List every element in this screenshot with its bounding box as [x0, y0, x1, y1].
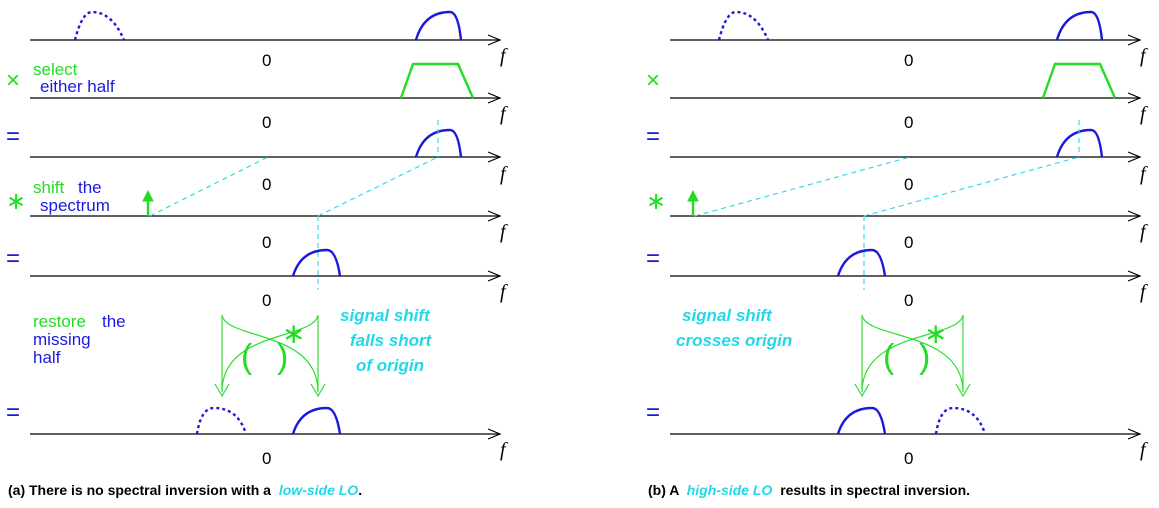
f-label: f: [1140, 45, 1148, 67]
label-the: the: [78, 178, 102, 197]
caption-a: (a) There is no spectral inversion with …: [8, 482, 362, 498]
restored-mirrored-half: [934, 406, 987, 435]
panel-b-axis-2: f 0: [670, 62, 1148, 132]
conjugate-star: ∗: [924, 318, 947, 349]
panel-a-axis-1: f 0: [30, 10, 508, 70]
multiply-operator: ×: [646, 67, 660, 94]
panel-a-axis-4: f 0: [30, 156, 508, 290]
label-shift: shift: [33, 178, 64, 197]
equals-operator: =: [646, 245, 660, 272]
positive-half-spectrum: [1055, 10, 1104, 41]
equals-operator: =: [646, 123, 660, 150]
negative-half-spectrum: [717, 10, 770, 41]
label-either-half: either half: [40, 77, 115, 96]
selected-half-spectrum: [1055, 128, 1104, 158]
note-line-1: signal shift: [682, 306, 773, 325]
paren-open: (: [883, 338, 895, 376]
f-label: f: [500, 439, 508, 461]
f-label: f: [1140, 163, 1148, 185]
lo-impulse-arrowhead: [687, 189, 699, 202]
zero-label: 0: [262, 449, 271, 468]
panel-a-axis-3: f 0: [30, 120, 508, 194]
panel-b-axis-1: f 0: [670, 10, 1148, 70]
f-label: f: [500, 45, 508, 67]
inverted-half: [836, 406, 887, 435]
zero-label: 0: [904, 449, 913, 468]
positive-half-spectrum: [414, 10, 463, 41]
label-the: the: [102, 312, 126, 331]
label-restore: restore: [33, 312, 86, 331]
panel-b: f 0 × f 0 = f 0 ∗ f: [646, 10, 1148, 498]
zero-label: 0: [904, 113, 913, 132]
label-half: half: [33, 348, 61, 367]
restore-conjugate-symbol: ( ) ∗: [854, 314, 971, 398]
zero-label: 0: [904, 51, 913, 70]
f-label: f: [1140, 103, 1148, 125]
convolve-operator: ∗: [6, 188, 26, 215]
note-line-2: falls short: [350, 331, 433, 350]
shifted-half-spectrum: [291, 248, 342, 277]
note-line-2: crosses origin: [676, 331, 792, 350]
lo-impulse-arrowhead: [142, 189, 154, 202]
note-line-3: of origin: [356, 356, 424, 375]
bandpass-filter: [1041, 62, 1117, 99]
panel-a: f 0 × select either half f 0 = f 0 ∗: [6, 10, 508, 498]
label-missing: missing: [33, 330, 91, 349]
f-label: f: [1140, 221, 1148, 243]
equals-operator: =: [6, 123, 20, 150]
panel-b-axis-3: f 0: [670, 120, 1148, 194]
restored-negative-half: [195, 406, 248, 435]
paren-close: ): [277, 338, 288, 376]
panel-b-axis-6: f 0: [670, 406, 1148, 468]
panel-a-axis-2: f 0: [30, 62, 508, 132]
equals-operator: =: [6, 399, 20, 426]
shifted-half-spectrum: [836, 248, 887, 277]
negative-half-spectrum: [73, 10, 126, 41]
equals-operator: =: [6, 245, 20, 272]
equals-operator: =: [646, 399, 660, 426]
conjugate-star: ∗: [282, 318, 305, 349]
note-line-1: signal shift: [340, 306, 431, 325]
convolve-operator: ∗: [646, 188, 666, 215]
zero-label: 0: [262, 113, 271, 132]
f-label: f: [1140, 281, 1148, 303]
panel-b-axis-4: f 0: [670, 156, 1148, 290]
paren-open: (: [241, 338, 253, 376]
f-label: f: [1140, 439, 1148, 461]
zero-label: 0: [262, 51, 271, 70]
f-label: f: [500, 221, 508, 243]
paren-close: ): [919, 338, 930, 376]
restored-positive-half: [291, 406, 342, 435]
f-label: f: [500, 163, 508, 185]
restore-conjugate-symbol: ( ) ∗: [214, 314, 326, 398]
zero-label: 0: [904, 233, 913, 252]
f-label: f: [500, 281, 508, 303]
zero-label: 0: [904, 291, 913, 310]
label-spectrum: spectrum: [40, 196, 110, 215]
zero-label: 0: [904, 175, 913, 194]
zero-label: 0: [262, 291, 271, 310]
multiply-operator: ×: [6, 67, 20, 94]
panel-a-axis-5: f 0: [30, 248, 508, 310]
panel-a-axis-6: f 0: [30, 406, 508, 468]
selected-half-spectrum: [414, 128, 463, 158]
bandpass-filter: [399, 62, 475, 99]
label-select: select: [33, 60, 78, 79]
zero-label: 0: [262, 233, 271, 252]
caption-b: (b) A high-side LO results in spectral i…: [648, 482, 970, 498]
panel-b-axis-5: f 0: [670, 248, 1148, 310]
zero-label: 0: [262, 175, 271, 194]
f-label: f: [500, 103, 508, 125]
